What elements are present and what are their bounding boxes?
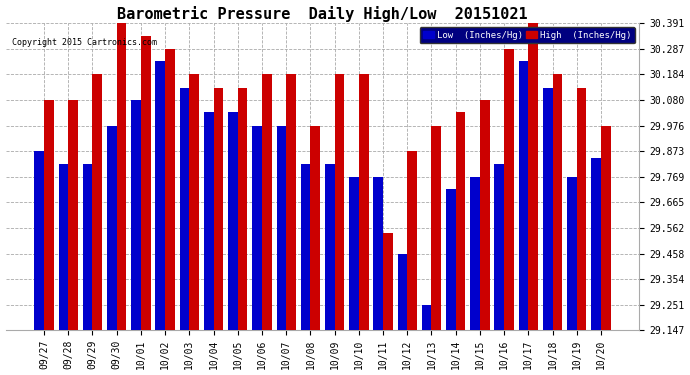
Bar — [83, 164, 92, 330]
Bar — [455, 112, 465, 330]
Bar — [335, 74, 344, 330]
Bar — [431, 126, 441, 330]
Bar — [591, 158, 601, 330]
Bar — [59, 164, 68, 330]
Bar — [470, 177, 480, 330]
Bar — [117, 23, 126, 330]
Bar — [179, 88, 189, 330]
Bar — [383, 233, 393, 330]
Bar — [155, 62, 165, 330]
Bar — [519, 62, 529, 330]
Bar — [253, 126, 262, 330]
Bar — [131, 100, 141, 330]
Bar — [543, 88, 553, 330]
Bar — [238, 88, 248, 330]
Title: Barometric Pressure  Daily High/Low  20151021: Barometric Pressure Daily High/Low 20151… — [117, 6, 528, 21]
Bar — [204, 112, 213, 330]
Bar — [359, 74, 368, 330]
Bar — [422, 304, 431, 330]
Bar — [92, 74, 102, 330]
Bar — [262, 74, 272, 330]
Bar — [228, 112, 238, 330]
Bar — [529, 23, 538, 330]
Bar — [480, 100, 490, 330]
Bar — [373, 177, 383, 330]
Bar — [446, 189, 455, 330]
Bar — [325, 164, 335, 330]
Bar — [68, 100, 78, 330]
Bar — [504, 49, 514, 330]
Bar — [165, 49, 175, 330]
Bar — [189, 74, 199, 330]
Bar — [397, 254, 407, 330]
Bar — [286, 74, 296, 330]
Bar — [44, 100, 54, 330]
Bar — [107, 126, 117, 330]
Bar — [34, 151, 44, 330]
Bar — [310, 126, 320, 330]
Bar — [495, 164, 504, 330]
Bar — [601, 126, 611, 330]
Bar — [567, 177, 577, 330]
Bar — [301, 164, 310, 330]
Bar — [277, 126, 286, 330]
Bar — [141, 36, 150, 330]
Legend: Low  (Inches/Hg), High  (Inches/Hg): Low (Inches/Hg), High (Inches/Hg) — [420, 27, 635, 44]
Bar — [213, 88, 224, 330]
Bar — [349, 177, 359, 330]
Bar — [577, 88, 586, 330]
Bar — [553, 74, 562, 330]
Bar — [407, 151, 417, 330]
Text: Copyright 2015 Cartronics.com: Copyright 2015 Cartronics.com — [12, 38, 157, 47]
